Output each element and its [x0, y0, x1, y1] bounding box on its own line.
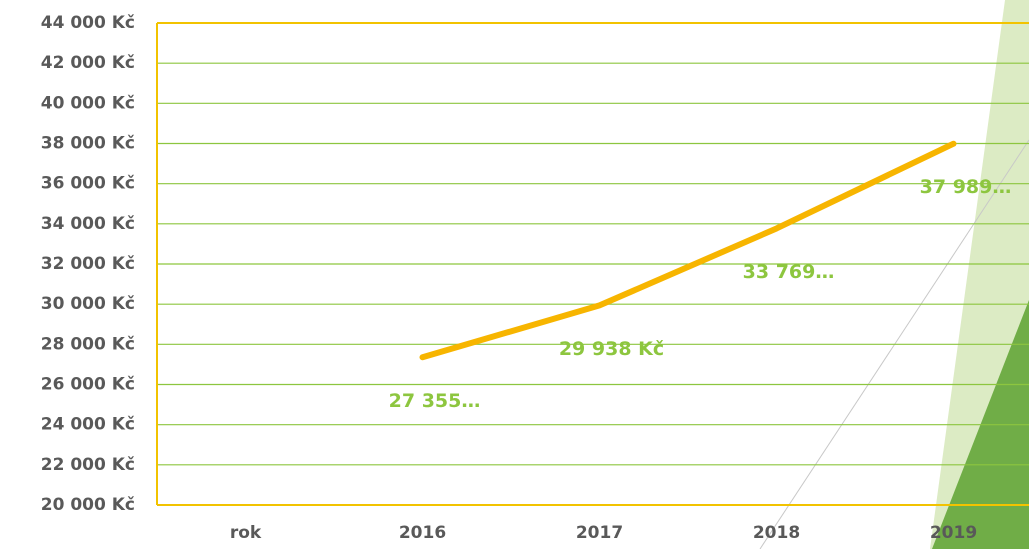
data-label: 27 355… [389, 390, 481, 412]
y-tick-label: 20 000 Kč [41, 495, 135, 515]
y-tick-label: 36 000 Kč [41, 174, 135, 194]
line [419, 140, 957, 361]
x-tick-label: 2019 [930, 523, 977, 543]
data-label: 37 989… [920, 176, 1012, 198]
x-tick-label: 2018 [753, 523, 800, 543]
y-tick-label: 24 000 Kč [41, 415, 135, 435]
x-tick-label: 2016 [399, 523, 446, 543]
y-tick-label: 30 000 Kč [41, 294, 135, 314]
y-tick-label: 44 000 Kč [41, 13, 135, 33]
y-tick-label: 32 000 Kč [41, 254, 135, 274]
x-tick-label: 2017 [576, 523, 623, 543]
y-tick-label: 22 000 Kč [41, 455, 135, 475]
y-tick-label: 38 000 Kč [41, 134, 135, 154]
data-label: 29 938 Kč [559, 338, 664, 360]
x-tick-label: rok [230, 523, 262, 543]
y-tick-label: 34 000 Kč [41, 214, 135, 234]
y-tick-label: 42 000 Kč [41, 53, 135, 73]
y-tick-label: 26 000 Kč [41, 375, 135, 395]
data-label: 33 769… [743, 261, 835, 283]
y-tick-label: 28 000 Kč [41, 334, 135, 354]
y-tick-label: 40 000 Kč [41, 93, 135, 113]
